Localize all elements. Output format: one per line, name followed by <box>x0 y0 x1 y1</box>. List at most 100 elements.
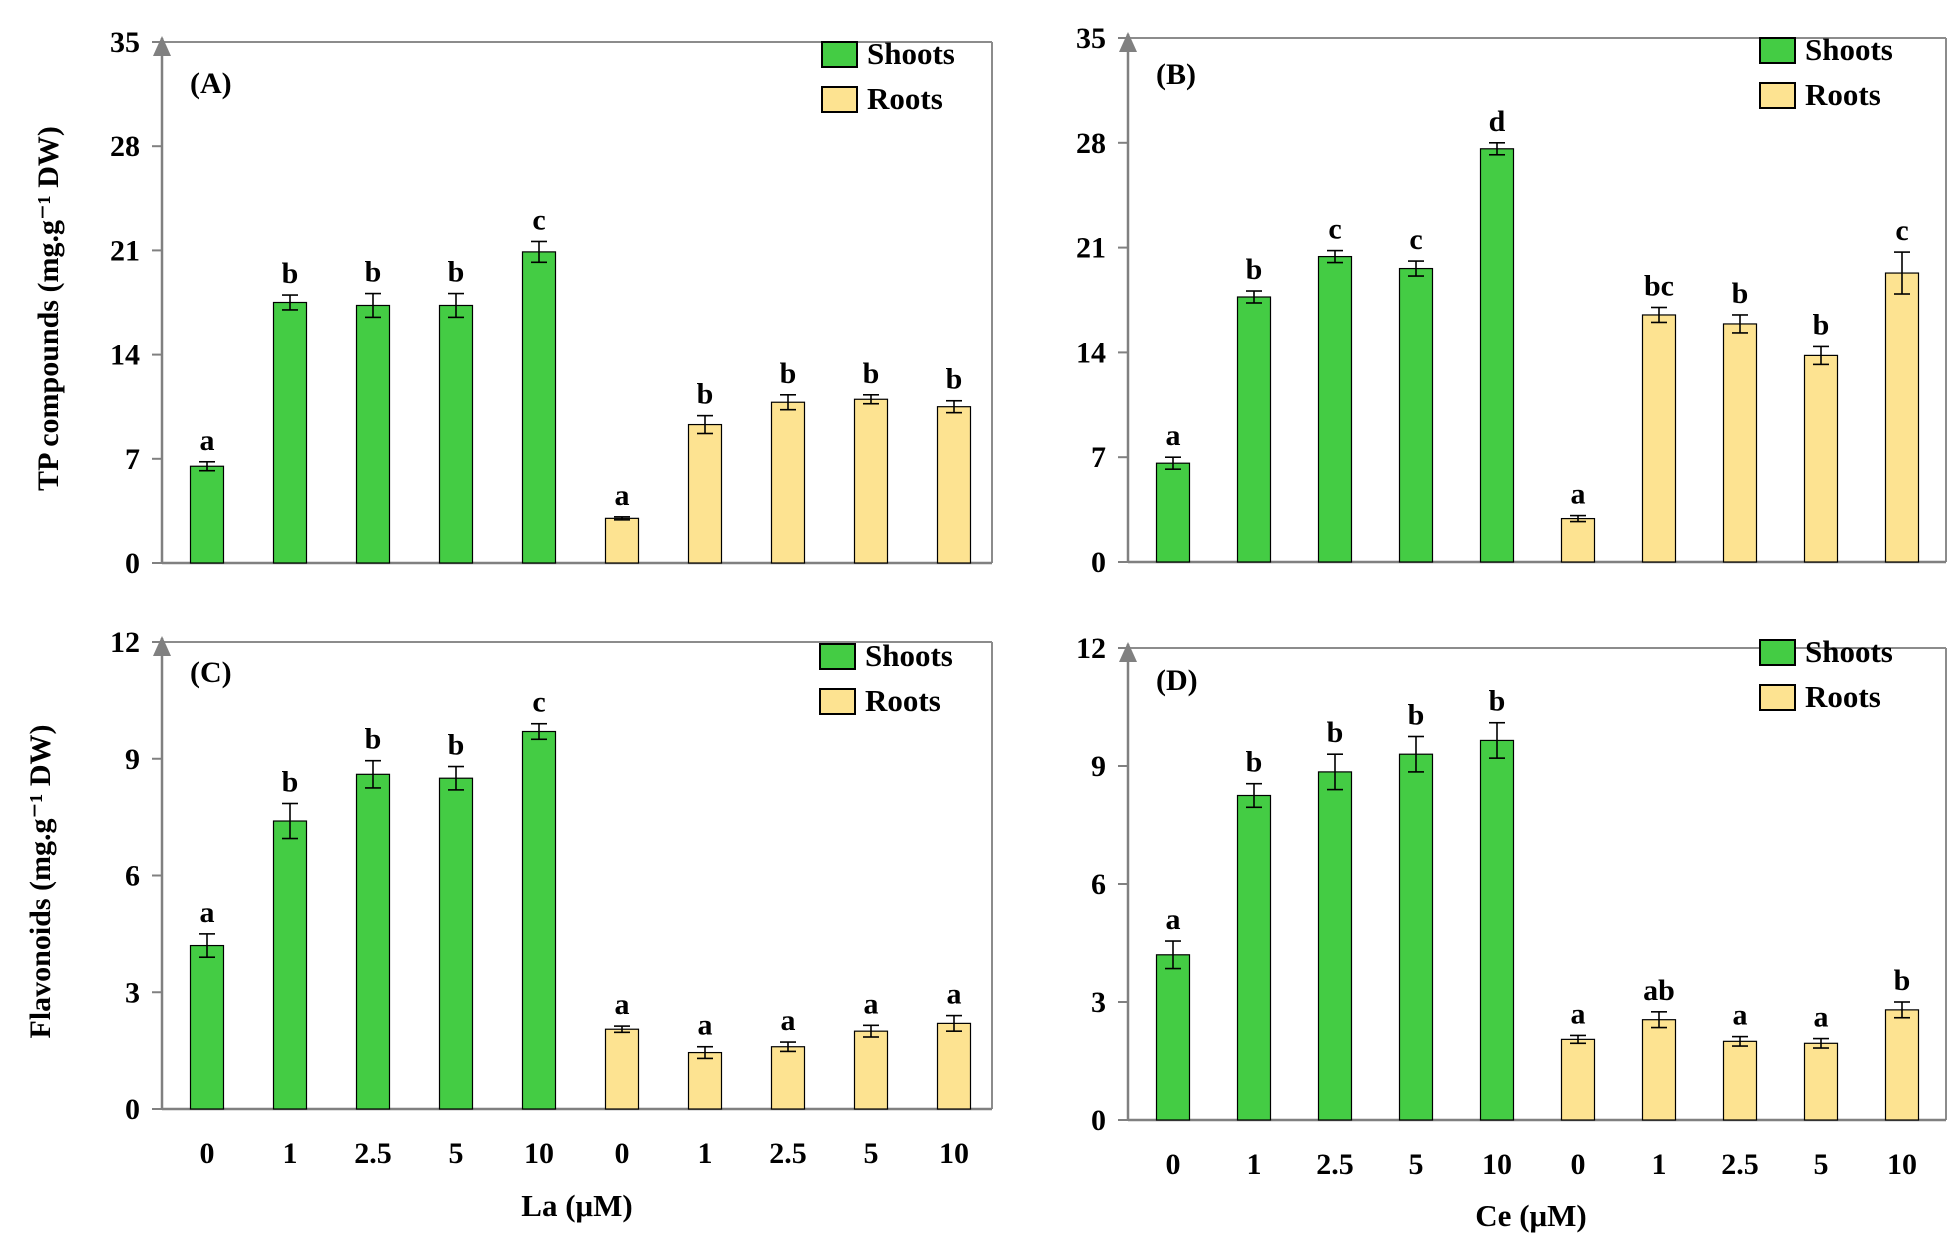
x-tick-label: 0 <box>615 1137 630 1170</box>
significance-letter: b <box>448 256 465 289</box>
bar-shoots <box>521 251 557 564</box>
bar-roots <box>604 1028 640 1110</box>
x-tick-label: 0 <box>1166 1148 1181 1181</box>
significance-letter: bc <box>1644 269 1674 302</box>
x-tick-label: 2.5 <box>769 1137 807 1170</box>
bar-roots <box>1641 314 1677 563</box>
bar-shoots <box>272 820 308 1110</box>
bar-shoots <box>438 777 474 1110</box>
significance-letter: a <box>615 479 630 512</box>
y-axis-arrow <box>1119 32 1137 52</box>
significance-letter: d <box>1489 105 1506 138</box>
significance-letter: b <box>365 256 382 289</box>
y-tick-label: 21 <box>1076 232 1106 265</box>
significance-letter: a <box>1571 997 1586 1030</box>
chart-panel-a: 0 7 14 21 28 35 a b b b c a b b b b (A) Shoots Roots TP com… <box>32 26 993 580</box>
x-tick-label: 1 <box>1652 1148 1667 1181</box>
y-tick-label: 9 <box>125 743 140 776</box>
significance-letter: b <box>282 257 299 290</box>
x-tick-label: 10 <box>1887 1148 1917 1181</box>
x-tick-label: 0 <box>200 1137 215 1170</box>
y-axis-title: Flavonoids (mg.g⁻¹ DW) <box>24 724 57 1038</box>
bar-roots <box>604 517 640 564</box>
x-tick-label: 0 <box>1571 1148 1586 1181</box>
significance-letter: a <box>781 1004 796 1037</box>
significance-letter: b <box>780 357 797 390</box>
legend-swatch-roots <box>1759 82 1796 109</box>
bar-shoots <box>1155 462 1191 563</box>
bar-roots <box>770 1046 806 1110</box>
significance-letter: ab <box>1643 974 1675 1007</box>
bar-shoots <box>521 730 557 1110</box>
y-tick-label: 14 <box>110 339 140 372</box>
significance-letter: b <box>1732 277 1749 310</box>
y-tick-label: 3 <box>1091 986 1106 1019</box>
bar-roots <box>853 398 889 564</box>
x-tick-label: 10 <box>1482 1148 1512 1181</box>
legend-label-roots: Roots <box>867 81 943 116</box>
legend-swatch-shoots <box>819 643 856 670</box>
bar-shoots <box>1398 753 1434 1121</box>
significance-letter: b <box>1327 716 1344 749</box>
legend-swatch-roots <box>1759 684 1796 711</box>
y-tick-label: 35 <box>1076 22 1106 55</box>
x-tick-label: 1 <box>698 1137 713 1170</box>
significance-letter: b <box>1813 308 1830 341</box>
significance-letter: b <box>697 378 714 411</box>
x-axis-title: La (μM) <box>521 1188 632 1223</box>
significance-letter: c <box>1895 214 1908 247</box>
x-tick-label: 5 <box>1409 1148 1424 1181</box>
legend-swatch-shoots <box>1759 639 1796 666</box>
bar-roots <box>1560 1038 1596 1121</box>
significance-letter: b <box>365 723 382 756</box>
significance-letter: b <box>863 357 880 390</box>
y-tick-label: 7 <box>125 443 140 476</box>
bar-roots <box>770 401 806 564</box>
legend-swatch-roots <box>821 86 858 113</box>
bar-roots <box>936 1022 972 1110</box>
y-tick-label: 0 <box>1091 1104 1106 1137</box>
significance-letter: c <box>532 203 545 236</box>
significance-letter: a <box>1166 903 1181 936</box>
bar-shoots <box>1398 267 1434 563</box>
significance-letter: a <box>1814 1001 1829 1034</box>
bar-roots <box>1884 1009 1920 1121</box>
bar-shoots <box>1479 148 1515 563</box>
significance-letter: a <box>615 988 630 1021</box>
x-tick-label: 1 <box>283 1137 298 1170</box>
significance-letter: a <box>200 424 215 457</box>
bar-roots <box>936 406 972 564</box>
significance-letter: b <box>946 363 963 396</box>
bar-shoots <box>272 301 308 564</box>
significance-letter: a <box>947 978 962 1011</box>
significance-letter: b <box>448 729 465 762</box>
y-tick-label: 28 <box>110 130 140 163</box>
bar-roots <box>1803 354 1839 563</box>
significance-letter: b <box>1489 685 1506 718</box>
x-tick-label: 5 <box>449 1137 464 1170</box>
x-tick-label: 2.5 <box>354 1137 392 1170</box>
legend-swatch-shoots <box>1759 37 1796 64</box>
legend-label-shoots: Shoots <box>867 36 955 71</box>
significance-letter: b <box>1408 699 1425 732</box>
y-tick-label: 6 <box>1091 868 1106 901</box>
significance-letter: a <box>698 1009 713 1042</box>
bar-shoots <box>438 304 474 564</box>
y-tick-label: 7 <box>1091 441 1106 474</box>
significance-letter: a <box>1166 419 1181 452</box>
legend-label-roots: Roots <box>865 683 941 718</box>
y-axis-title: TP compounds (mg.g⁻¹ DW) <box>32 126 65 491</box>
significance-letter: c <box>532 686 545 719</box>
bar-shoots <box>1236 794 1272 1121</box>
x-tick-label: 5 <box>864 1137 879 1170</box>
significance-letter: b <box>1246 746 1263 779</box>
significance-letter: a <box>1571 478 1586 511</box>
bar-shoots <box>355 773 391 1110</box>
bar-shoots <box>1317 771 1353 1121</box>
bar-roots <box>1803 1042 1839 1121</box>
y-tick-label: 12 <box>110 626 140 659</box>
significance-letter: a <box>1733 999 1748 1032</box>
bar-roots <box>1722 1040 1758 1121</box>
panel-label: (B) <box>1156 58 1196 91</box>
